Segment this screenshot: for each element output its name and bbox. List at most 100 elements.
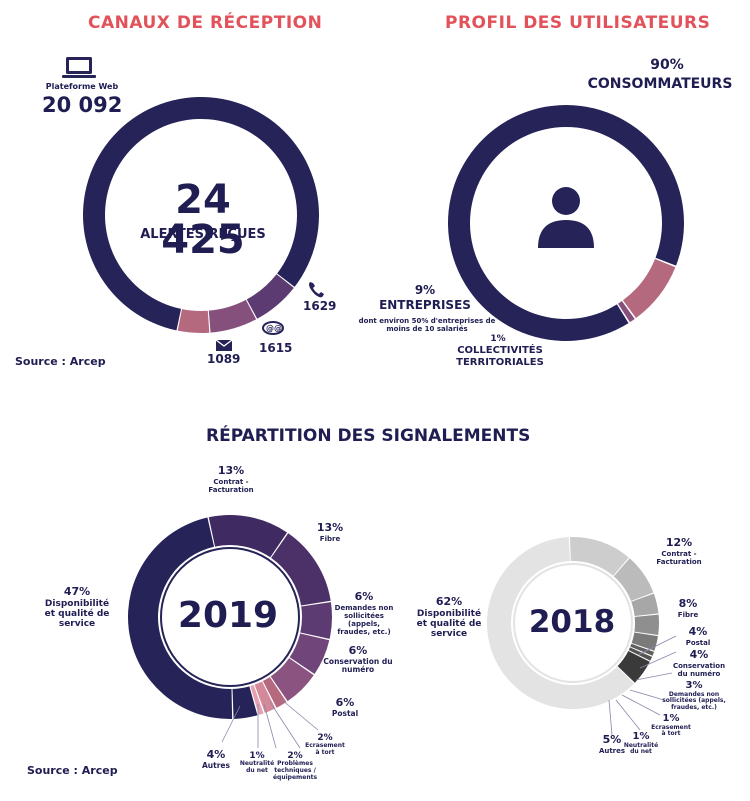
segment-pct: 62%	[435, 595, 463, 608]
segment-text: sollicitées (appels,	[662, 697, 726, 705]
segment-text: Postal	[331, 708, 359, 718]
slice-disponibilit-et-qualit-de-service	[487, 537, 635, 709]
segment-label-contrat: 12% Contrat - Facturation	[646, 536, 712, 566]
segment-text: fraudes, etc.)	[671, 704, 717, 712]
segment-pct: 6%	[348, 644, 368, 657]
segment-text: Demandes non	[334, 603, 394, 612]
profile-title: PROFIL DES UTILISATEURS	[445, 13, 711, 33]
segment-label-neutralite: 1% Neutralité du net	[238, 751, 276, 775]
web-value: 20 092	[42, 93, 123, 117]
segment-text: Disponibilité	[44, 598, 110, 609]
slice-t-l-phone	[246, 274, 294, 319]
segment-pct: 47%	[63, 585, 91, 598]
phone-value: 1629	[303, 299, 337, 313]
local-label: COLLECTIVITÉS TERRITORIALES	[456, 345, 544, 368]
segment-pct: 12%	[665, 536, 693, 549]
segment-text: numéro	[341, 665, 375, 675]
segment-label-autres: 5% Autres	[594, 733, 630, 755]
consumers-pct: 90%	[650, 57, 684, 73]
segment-pct: 13%	[217, 464, 245, 477]
segment-text: Facturation	[656, 557, 702, 566]
segment-pct: 13%	[316, 521, 344, 534]
fax-icon: @ @	[262, 321, 284, 335]
segment-text: à tort	[661, 730, 681, 738]
segment-text: Demandes non	[668, 690, 720, 698]
slice-entreprises	[622, 258, 676, 318]
companies-note: dont environ 50% d'entreprises de moins …	[358, 317, 496, 334]
segment-text: service	[58, 619, 96, 630]
segment-text: Contrat -	[661, 549, 697, 558]
segment-text: Disponibilité	[416, 608, 482, 619]
slice-fibre	[271, 533, 331, 606]
slice-postal	[270, 658, 314, 702]
channels-donut	[83, 97, 320, 333]
svg-text:@: @	[274, 324, 282, 333]
slice-conservation-du-num-ro	[634, 614, 659, 635]
segment-label-postal: 6% Postal	[320, 696, 370, 718]
inner-ring	[513, 563, 633, 683]
segment-label-postal: 4% Postal	[676, 625, 720, 647]
profile-donut	[448, 104, 685, 341]
segment-text: à tort	[315, 749, 335, 757]
segment-pct: 4%	[206, 748, 226, 761]
year-2018: 2018	[528, 604, 616, 640]
segment-text: Postal	[685, 638, 711, 647]
segment-text: Neutralité	[623, 741, 659, 749]
segment-pct: 2%	[287, 751, 303, 761]
user-icon	[538, 187, 594, 248]
segment-label-problemes: 2% Problèmes techniques / équipements	[268, 751, 322, 782]
donut-2018	[487, 537, 659, 709]
inner-ring	[160, 547, 300, 687]
segment-text: Contrat -	[213, 477, 249, 486]
segment-label-fibre: 8% Fibre	[666, 597, 710, 619]
segment-text: du numéro	[677, 669, 721, 678]
segment-text: du net	[630, 748, 652, 756]
segment-text: Fibre	[677, 610, 699, 619]
slice-courrier	[177, 309, 210, 333]
segment-text: Autres	[598, 746, 626, 755]
companies-label: ENTREPRISES	[379, 298, 471, 312]
segment-text: du net	[246, 767, 268, 775]
year-2019: 2019	[177, 595, 279, 636]
slice-postal	[631, 593, 659, 617]
segment-text: service	[430, 629, 468, 640]
source-top: Source : Arcep	[15, 355, 106, 368]
segment-pct: 1%	[662, 713, 680, 724]
svg-text:@: @	[266, 324, 274, 333]
segment-label-dispo: 47% Disponibilité et qualité de service	[35, 585, 119, 630]
segment-text: et qualité de	[44, 608, 110, 619]
segment-pct: 8%	[678, 597, 698, 610]
total-label: ALERTES REÇUES	[140, 227, 266, 242]
laptop-icon	[62, 57, 96, 78]
mail-icon	[215, 339, 233, 351]
segment-label-ecrasement: 1% Ecrasement à tort	[646, 713, 696, 738]
segment-label-demandes: 3% Demandes non sollicitées (appels, fraude…	[654, 680, 734, 712]
segment-text: Ecrasement	[305, 742, 345, 750]
segment-text: et qualité de	[416, 618, 482, 629]
total-value: 24 425	[161, 177, 245, 263]
slice-fax	[208, 299, 257, 333]
slice-demandes-non-sollicit-es-appels-fraudes-etc	[631, 632, 658, 651]
mail-value: 1089	[207, 352, 241, 366]
companies-pct: 9%	[414, 283, 436, 297]
source-bottom: Source : Arcep	[27, 764, 118, 777]
segment-text: Conservation	[672, 661, 726, 670]
segment-pct: 5%	[602, 733, 622, 746]
slice-autres	[232, 686, 258, 719]
segment-text: Ecrasement	[651, 723, 691, 731]
slice-conservation-du-num-ro	[289, 633, 330, 675]
fax-value: 1615	[259, 341, 293, 355]
segment-label-autres: 4% Autres	[196, 748, 236, 770]
segment-label-contrat: 13% Contrat - Facturation	[196, 464, 266, 494]
segment-text: fraudes, etc.)	[337, 627, 391, 636]
segment-pct: 2%	[317, 733, 333, 743]
segment-label-dispo: 62% Disponibilité et qualité de service	[412, 595, 486, 640]
leader-lines	[221, 635, 677, 749]
slice-collectivit-s-territoriales	[618, 301, 635, 323]
segment-label-neutralite: 1% Neutralité du net	[619, 731, 663, 756]
slice-ecrasement-tort	[630, 643, 655, 656]
slice-neutralit-du-net	[250, 684, 264, 715]
consumers-label: CONSOMMATEURS	[587, 76, 733, 92]
segment-text: Problèmes	[277, 760, 313, 768]
